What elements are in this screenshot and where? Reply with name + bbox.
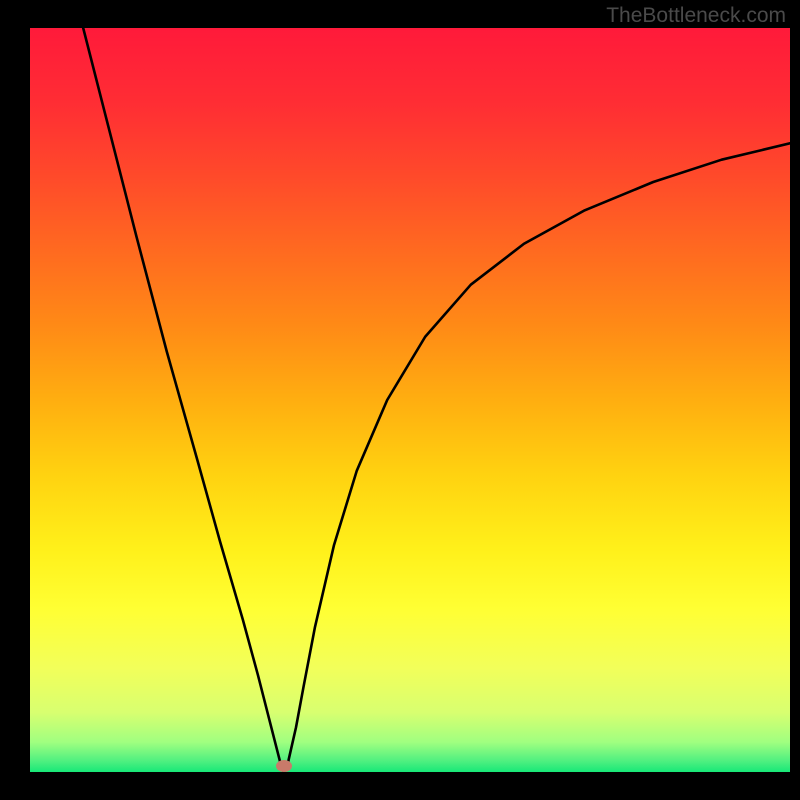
bottleneck-curve	[30, 28, 790, 772]
minimum-marker	[276, 760, 292, 772]
curve-path	[83, 28, 790, 772]
plot-area	[30, 28, 790, 772]
watermark-text: TheBottleneck.com	[606, 4, 786, 28]
